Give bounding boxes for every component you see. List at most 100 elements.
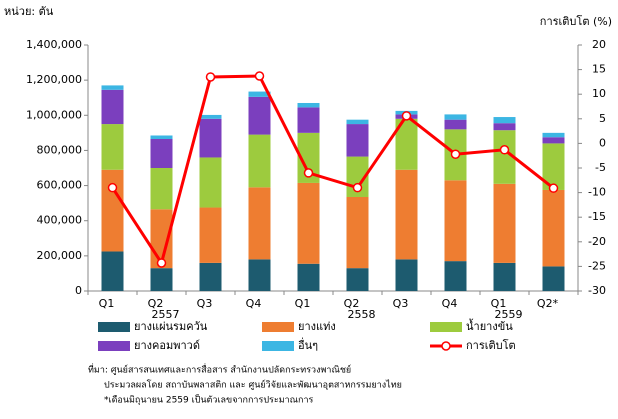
legend-swatch (430, 322, 462, 332)
growth-marker (401, 111, 412, 121)
bar-segment (542, 266, 565, 291)
y2-tick-label: -20 (588, 235, 606, 248)
growth-line (111, 74, 555, 267)
legend-label: น้ำยางข้น (466, 318, 513, 333)
bar-segment (297, 263, 320, 291)
legend-label: ยางแผ่นรมควัน (134, 320, 208, 333)
y2-tick-label: -30 (588, 284, 606, 297)
bar-segment (493, 183, 516, 263)
bar-segment (444, 180, 467, 262)
y2-tick-label: -25 (588, 259, 606, 272)
bar-segment (346, 268, 369, 291)
legend-label: ยางแท่ง (298, 320, 336, 333)
x-tick-label: Q4 (246, 297, 262, 310)
x-tick-label: Q4 (442, 297, 458, 310)
growth-marker (107, 182, 118, 193)
bar-segment (199, 157, 222, 208)
legend-swatch (262, 322, 294, 332)
bar-segment (395, 118, 418, 170)
bar-segment (542, 132, 565, 138)
x-tick-label: Q3 (197, 297, 213, 310)
bar-segment (248, 91, 271, 97)
bar-segment (199, 207, 222, 263)
note: *เดือนมิถุนายน 2559 เป็นตัวเลขจากการประม… (104, 393, 314, 406)
y-tick-label: 600,000 (37, 179, 83, 192)
legend-label: อื่นๆ (298, 337, 318, 352)
bar-segment (493, 123, 516, 131)
y2-tick-label: 10 (592, 87, 606, 100)
bar-segment (444, 261, 467, 291)
growth-marker (254, 71, 265, 81)
year-label: 2559 (495, 308, 523, 321)
legend-label: การเติบโต (466, 338, 516, 352)
y2-tick-label: 15 (592, 63, 606, 76)
bar-segment (346, 196, 369, 269)
y-tick-label: 800,000 (37, 143, 83, 156)
note: ประมวลผลโดย สถาบันพลาสติก และ ศูนย์วิจัย… (104, 379, 402, 391)
y-tick-label: 1,000,000 (26, 108, 82, 121)
bar-segment (150, 168, 173, 210)
bar-segment (101, 251, 124, 291)
y-tick-label: 1,200,000 (26, 73, 82, 86)
bar-segment (297, 182, 320, 264)
legend-marker (441, 341, 451, 351)
bar-segment (150, 135, 173, 140)
bar-segment (248, 134, 271, 188)
bar-segment (150, 139, 173, 168)
year-label: 2558 (348, 308, 376, 321)
bar-segment (248, 259, 271, 291)
bar-segment (444, 114, 467, 120)
growth-marker (156, 258, 167, 268)
growth-marker (352, 182, 363, 193)
year-label: 2557 (152, 308, 180, 321)
bar-segment (101, 89, 124, 125)
bar-segment (542, 189, 565, 267)
y2-tick-label: -5 (595, 161, 606, 174)
bar-segment (150, 268, 173, 291)
x-tick-label: Q3 (393, 297, 409, 310)
y-axis-label: หน่วย: ตัน (4, 5, 54, 18)
bar-segment (101, 85, 124, 90)
y-tick-label: 400,000 (37, 214, 83, 227)
bar-segment (248, 96, 271, 135)
x-tick-label: Q2* (537, 297, 559, 310)
x-tick-label: Q1 (491, 297, 507, 310)
growth-marker (548, 183, 559, 193)
y2-tick-label: 20 (592, 38, 606, 51)
growth-marker (303, 168, 314, 178)
bar-segment (101, 124, 124, 170)
y2-tick-label: 5 (599, 112, 606, 125)
y2-tick-label: 0 (599, 136, 606, 149)
legend-swatch (262, 341, 294, 351)
bar-segment (346, 119, 369, 125)
growth-marker (450, 149, 461, 159)
bar-segment (101, 169, 124, 252)
bar-segment (199, 262, 222, 291)
bar-segment (297, 132, 320, 183)
note: ที่มา: ศูนย์สารสนเทศและการสื่อสาร สำนักง… (88, 363, 351, 376)
y-tick-label: 1,400,000 (26, 38, 82, 51)
y-tick-label: 0 (75, 284, 82, 297)
growth-marker (205, 72, 216, 82)
x-tick-label: Q1 (295, 297, 311, 310)
y2-tick-label: -15 (588, 210, 606, 223)
bar-segment (493, 262, 516, 291)
y2-axis-label: การเติบโต (%) (540, 14, 612, 28)
bar-segment (346, 124, 369, 157)
legend-swatch (98, 322, 130, 332)
bar-segment (493, 117, 516, 124)
bar-segment (395, 169, 418, 260)
bar-segment (297, 107, 320, 133)
bar-segment (199, 114, 222, 119)
x-tick-label: Q2 (148, 297, 164, 310)
bar-segment (444, 119, 467, 130)
bar-segment (248, 187, 271, 260)
y-tick-label: 200,000 (37, 249, 83, 262)
x-tick-label: Q1 (99, 297, 115, 310)
bar-segment (542, 137, 565, 144)
bar-segment (493, 130, 516, 184)
bar-segment (297, 102, 320, 108)
bar-segment (199, 118, 222, 158)
y2-tick-label: -10 (588, 186, 606, 199)
